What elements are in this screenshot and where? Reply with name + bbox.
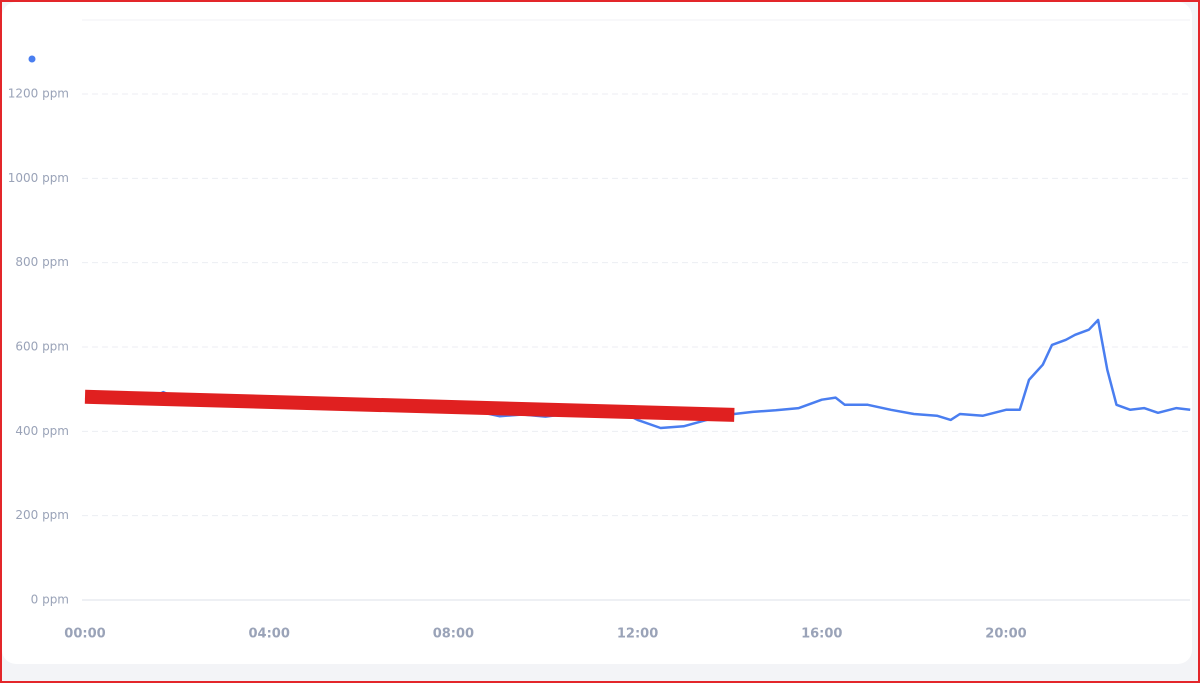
x-tick-label: 20:00 [985, 627, 1026, 642]
x-tick-label: 16:00 [801, 627, 842, 642]
card [2, 2, 1192, 664]
y-tick-label: 1200 ppm [8, 87, 69, 101]
y-tick-label: 600 ppm [15, 340, 69, 354]
y-tick-label: 0 ppm [31, 593, 69, 607]
y-tick-label: 200 ppm [15, 508, 69, 522]
y-tick-label: 400 ppm [15, 424, 69, 438]
y-tick-label: 800 ppm [15, 255, 69, 269]
legend-dot [28, 55, 36, 63]
series-line [84, 389, 735, 422]
x-tick-label: 00:00 [64, 627, 105, 642]
y-tick-label: 1000 ppm [8, 171, 69, 185]
x-tick-label: 08:00 [433, 627, 474, 642]
x-tick-label: 12:00 [617, 627, 658, 642]
x-tick-label: 04:00 [249, 627, 290, 642]
